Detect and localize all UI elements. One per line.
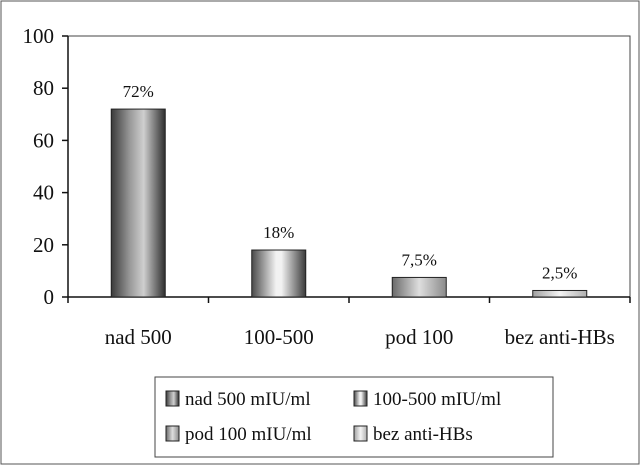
y-tick-label: 60 — [33, 128, 54, 152]
bar-data-label: 18% — [263, 223, 294, 242]
x-axis-ticks — [67, 297, 631, 303]
bar-2 — [251, 249, 307, 298]
legend: nad 500 mIU/ml 100-500 mIU/ml pod 100 mIU/… — [154, 376, 554, 458]
legend-swatch — [165, 390, 180, 407]
data-labels: 72% 18% 7,5% 2,5% — [123, 82, 578, 282]
bar-data-label: 7,5% — [402, 250, 437, 269]
y-tick-label: 80 — [33, 76, 54, 100]
category-label: 100-500 — [244, 325, 314, 349]
legend-entry-label: 100-500 mIU/ml — [373, 389, 501, 410]
bar-series — [110, 108, 588, 298]
legend-swatch — [353, 425, 368, 442]
y-tick-label: 20 — [33, 233, 54, 257]
legend-swatch — [165, 425, 180, 442]
legend-swatch — [353, 390, 368, 407]
bar-4 — [532, 289, 588, 298]
bar-3 — [391, 276, 447, 298]
category-label: nad 500 — [105, 325, 172, 349]
y-tick-label: 100 — [23, 24, 55, 48]
bar-data-label: 2,5% — [542, 263, 577, 282]
bar-data-label: 72% — [123, 82, 154, 101]
legend-entry-label: pod 100 mIU/ml — [185, 424, 312, 445]
legend-entry-label: nad 500 mIU/ml — [185, 389, 311, 410]
y-tick-label: 40 — [33, 181, 54, 205]
category-label: bez anti-HBs — [505, 325, 615, 349]
category-label: pod 100 — [385, 325, 453, 349]
legend-box — [154, 376, 554, 458]
legend-entry-label: bez anti-HBs — [373, 424, 473, 445]
category-labels: nad 500 100-500 pod 100 bez anti-HBs — [105, 325, 615, 349]
y-tick-label: 0 — [44, 285, 55, 309]
bar-1 — [110, 108, 166, 298]
y-axis-ticks: 0 20 40 60 80 100 — [23, 24, 68, 309]
